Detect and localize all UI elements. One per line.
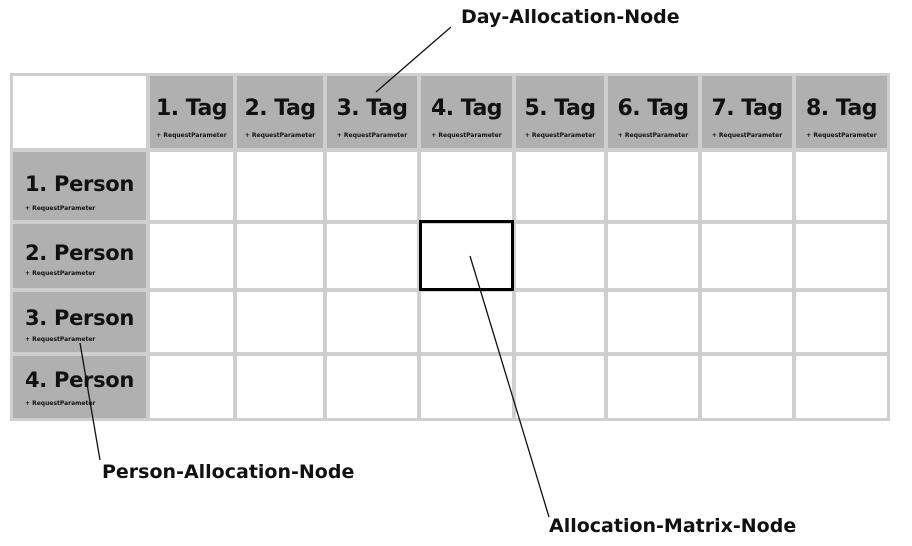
person-header-1: 1. Person + RequestParameter [13, 152, 146, 220]
day-header-title: 8. Tag [805, 96, 878, 121]
matrix-cell[interactable] [237, 224, 323, 288]
allocation-matrix-node-label: Allocation-Matrix-Node [549, 515, 797, 537]
matrix-cell[interactable] [516, 152, 604, 220]
day-header-2: 2. Tag + RequestParameter [237, 76, 323, 148]
person-header-subtitle: + RequestParameter [25, 336, 96, 343]
person-header-2: 2. Person + RequestParameter [13, 224, 146, 288]
person-header-subtitle: + RequestParameter [25, 205, 96, 212]
person-header-3: 3. Person + RequestParameter [13, 292, 146, 352]
day-header-5: 5. Tag + RequestParameter [516, 76, 604, 148]
day-header-subtitle: + RequestParameter [711, 132, 783, 139]
matrix-cell[interactable] [150, 356, 233, 418]
matrix-cell[interactable] [237, 292, 323, 352]
matrix-cell[interactable] [237, 356, 323, 418]
matrix-cell[interactable] [150, 152, 233, 220]
matrix-cell[interactable] [327, 292, 417, 352]
matrix-cell[interactable] [421, 356, 512, 418]
selected-matrix-cell[interactable] [419, 220, 514, 291]
day-header-title: 6. Tag [617, 96, 689, 121]
day-header-subtitle: + RequestParameter [156, 132, 227, 139]
matrix-cell[interactable] [150, 292, 233, 352]
person-header-subtitle: + RequestParameter [25, 270, 96, 277]
day-header-7: 7. Tag + RequestParameter [702, 76, 792, 148]
day-header-subtitle: + RequestParameter [431, 132, 502, 139]
matrix-cell[interactable] [702, 224, 792, 288]
day-header-subtitle: + RequestParameter [617, 132, 689, 139]
day-header-title: 1. Tag [155, 96, 228, 121]
corner-cell [13, 76, 146, 148]
person-header-title: 2. Person [25, 241, 135, 265]
matrix-cell[interactable] [608, 152, 698, 220]
person-allocation-node-label: Person-Allocation-Node [102, 461, 355, 483]
matrix-cell[interactable] [608, 224, 698, 288]
matrix-cell[interactable] [327, 356, 417, 418]
matrix-cell[interactable] [421, 292, 512, 352]
person-header-title: 3. Person [25, 306, 135, 330]
person-header-title: 4. Person [25, 368, 135, 392]
day-header-subtitle: + RequestParameter [524, 132, 596, 139]
allocation-grid: 1. Tag + RequestParameter 2. Tag + Reque… [10, 73, 890, 421]
day-header-6: 6. Tag + RequestParameter [608, 76, 698, 148]
day-header-1: 1. Tag + RequestParameter [150, 76, 233, 148]
day-header-title: 2. Tag [244, 96, 316, 121]
day-header-subtitle: + RequestParameter [806, 132, 877, 139]
person-header-title: 1. Person [25, 172, 135, 196]
day-allocation-node-label: Day-Allocation-Node [461, 6, 680, 28]
matrix-cell[interactable] [796, 356, 887, 418]
day-header-title: 5. Tag [524, 96, 596, 121]
matrix-cell[interactable] [796, 152, 887, 220]
matrix-cell[interactable] [516, 292, 604, 352]
matrix-cell[interactable] [796, 292, 887, 352]
day-header-8: 8. Tag + RequestParameter [796, 76, 887, 148]
matrix-cell[interactable] [327, 224, 417, 288]
matrix-cell[interactable] [702, 292, 792, 352]
person-header-4: 4. Person + RequestParameter [13, 356, 146, 418]
day-header-subtitle: + RequestParameter [336, 132, 408, 139]
day-header-4: 4. Tag + RequestParameter [421, 76, 512, 148]
matrix-cell[interactable] [516, 356, 604, 418]
matrix-cell[interactable] [327, 152, 417, 220]
matrix-cell[interactable] [796, 224, 887, 288]
day-header-subtitle: + RequestParameter [244, 132, 316, 139]
matrix-cell[interactable] [150, 224, 233, 288]
matrix-cell[interactable] [237, 152, 323, 220]
matrix-cell[interactable] [702, 356, 792, 418]
matrix-cell[interactable] [421, 152, 512, 220]
matrix-cell[interactable] [702, 152, 792, 220]
matrix-cell[interactable] [608, 292, 698, 352]
day-header-title: 3. Tag [336, 96, 408, 121]
day-header-3: 3. Tag + RequestParameter [327, 76, 417, 148]
day-header-title: 7. Tag [711, 96, 783, 121]
person-header-subtitle: + RequestParameter [25, 400, 96, 407]
matrix-cell[interactable] [516, 224, 604, 288]
matrix-cell[interactable] [608, 356, 698, 418]
day-header-title: 4. Tag [430, 96, 503, 121]
